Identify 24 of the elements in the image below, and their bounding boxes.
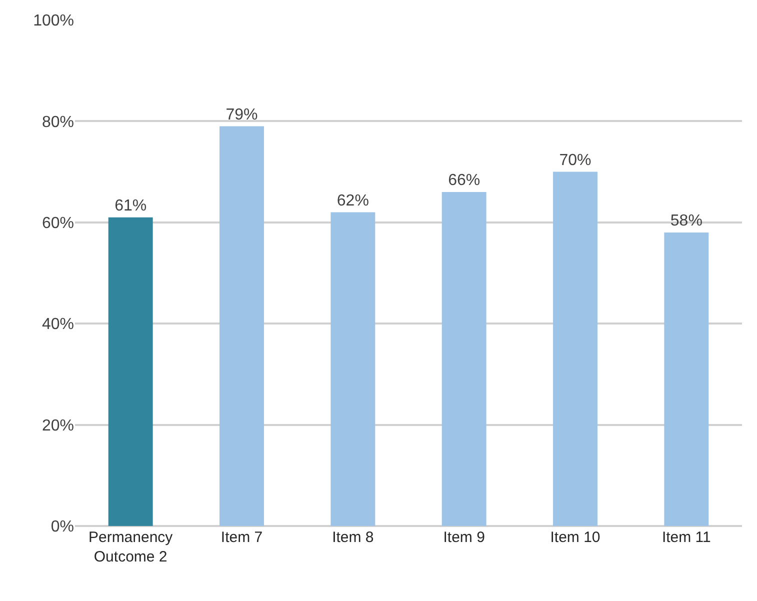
x-tick-label: Item 8 <box>332 529 374 546</box>
data-label: 58% <box>670 212 702 230</box>
y-tick-label: 40% <box>42 316 74 334</box>
y-tick-label: 60% <box>42 215 74 232</box>
x-tick-label: Item 7 <box>220 529 263 546</box>
bar <box>108 217 153 526</box>
y-tick-label: 80% <box>42 114 74 131</box>
y-tick-label: 100% <box>33 12 74 30</box>
data-label: 66% <box>448 172 480 190</box>
x-tick-label: Permanency Outcome 2 <box>88 529 174 566</box>
x-tick-label: Item 9 <box>443 529 485 546</box>
data-label: 79% <box>226 106 258 124</box>
bar <box>442 192 486 526</box>
data-label: 62% <box>336 192 369 210</box>
bar <box>220 126 264 526</box>
y-tick-label: 20% <box>42 417 74 434</box>
data-label: 70% <box>559 152 592 169</box>
bar <box>664 232 709 526</box>
bar <box>553 172 598 526</box>
x-tick-label: Item 11 <box>662 529 711 546</box>
bar <box>330 212 376 526</box>
data-label: 61% <box>114 197 147 214</box>
y-tick-label: 0% <box>50 518 74 536</box>
x-tick-label: Item 10 <box>550 529 600 546</box>
